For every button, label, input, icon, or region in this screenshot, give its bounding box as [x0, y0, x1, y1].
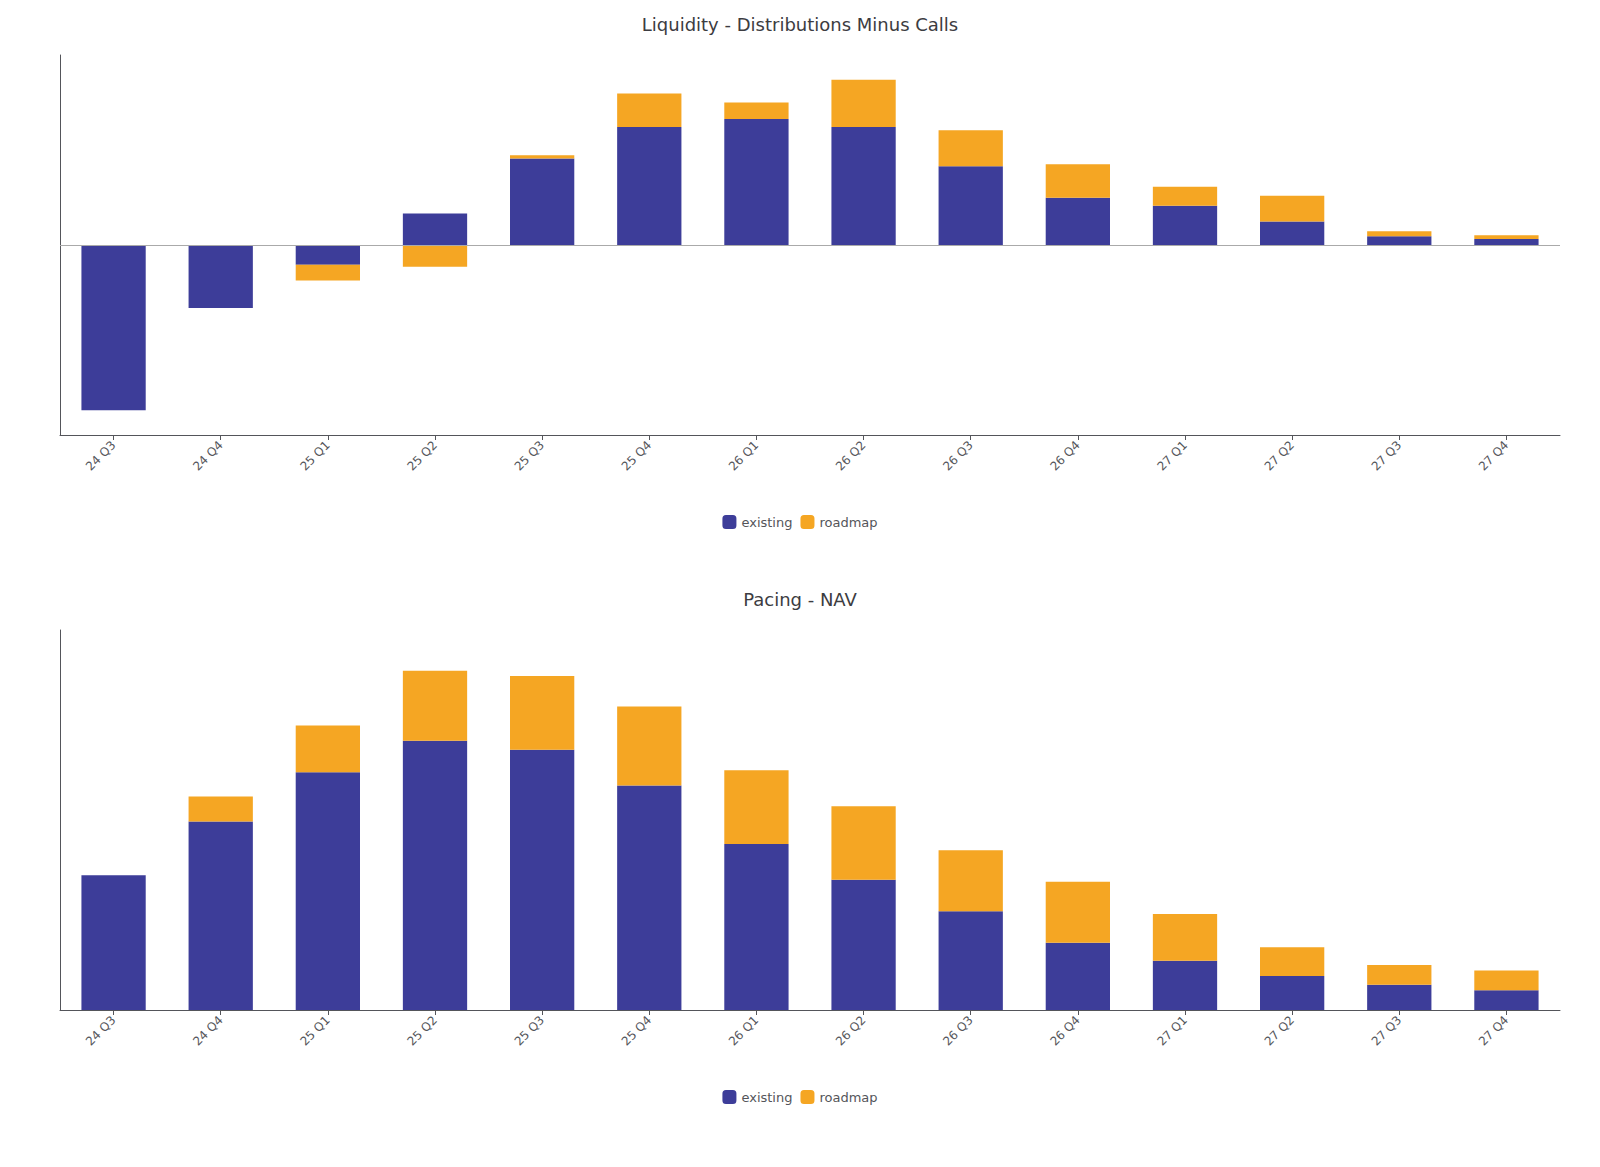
svg-text:26 Q4: 26 Q4 [1047, 438, 1082, 473]
svg-text:26 Q2: 26 Q2 [833, 1013, 868, 1048]
svg-text:Pacing - NAV: Pacing - NAV [743, 589, 857, 610]
svg-text:27 Q1: 27 Q1 [1155, 1013, 1190, 1048]
svg-text:25 Q3: 25 Q3 [512, 438, 547, 473]
svg-text:25 Q1: 25 Q1 [297, 1013, 332, 1048]
svg-text:25 Q3: 25 Q3 [512, 1013, 547, 1048]
svg-text:27 Q4: 27 Q4 [1476, 1013, 1511, 1048]
svg-text:roadmap: roadmap [819, 1090, 877, 1105]
svg-text:27 Q2: 27 Q2 [1262, 1013, 1297, 1048]
svg-text:27 Q3: 27 Q3 [1369, 438, 1404, 473]
svg-text:27 Q3: 27 Q3 [1369, 1013, 1404, 1048]
svg-text:25 Q4: 25 Q4 [619, 438, 654, 473]
svg-text:existing: existing [741, 1090, 792, 1105]
svg-text:26 Q1: 26 Q1 [726, 1013, 761, 1048]
svg-text:existing: existing [741, 515, 792, 530]
svg-text:24 Q3: 24 Q3 [83, 438, 118, 473]
svg-text:26 Q1: 26 Q1 [726, 438, 761, 473]
svg-text:roadmap: roadmap [819, 515, 877, 530]
svg-text:25 Q2: 25 Q2 [405, 1013, 440, 1048]
svg-text:26 Q4: 26 Q4 [1047, 1013, 1082, 1048]
svg-text:26 Q2: 26 Q2 [833, 438, 868, 473]
svg-text:25 Q1: 25 Q1 [297, 438, 332, 473]
svg-text:24 Q4: 24 Q4 [190, 438, 225, 473]
svg-text:26 Q3: 26 Q3 [940, 1013, 975, 1048]
svg-text:25 Q2: 25 Q2 [405, 438, 440, 473]
svg-text:Liquidity - Distributions Minu: Liquidity - Distributions Minus Calls [642, 14, 958, 35]
svg-text:27 Q2: 27 Q2 [1262, 438, 1297, 473]
svg-text:27 Q1: 27 Q1 [1155, 438, 1190, 473]
svg-text:27 Q4: 27 Q4 [1476, 438, 1511, 473]
svg-text:24 Q4: 24 Q4 [190, 1013, 225, 1048]
svg-text:26 Q3: 26 Q3 [940, 438, 975, 473]
svg-text:24 Q3: 24 Q3 [83, 1013, 118, 1048]
svg-text:25 Q4: 25 Q4 [619, 1013, 654, 1048]
